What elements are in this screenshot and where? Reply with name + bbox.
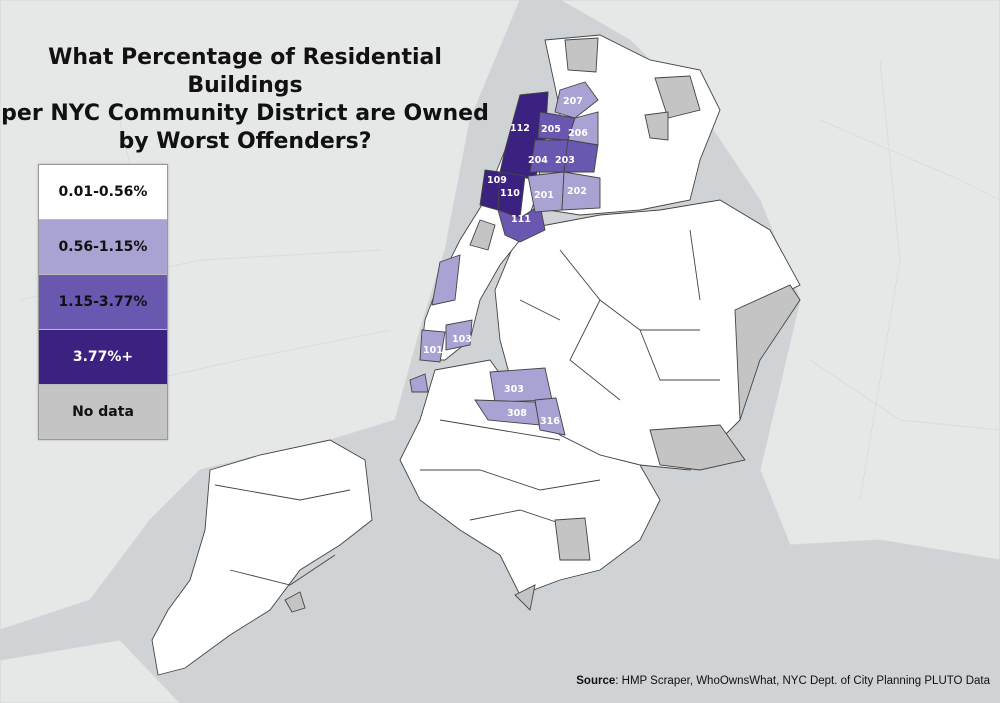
manhattan-nodata <box>469 219 496 251</box>
district-202 <box>561 171 601 211</box>
district-111 <box>497 204 546 243</box>
legend-item: 0.01-0.56% <box>39 165 167 220</box>
staten-island-district <box>151 439 373 676</box>
district-labels: 112 109 110 111 101 103 207 205 206 204 … <box>423 96 588 427</box>
queens-nodata-jfk <box>649 424 746 471</box>
label-316: 316 <box>540 416 560 427</box>
source-label: Source <box>576 675 616 687</box>
district-103 <box>445 319 473 351</box>
bronx-nodata-east <box>654 75 701 119</box>
bronx-nodata-north <box>564 37 599 73</box>
map-title: What Percentage of Residential Buildings… <box>0 44 490 156</box>
legend-item: 1.15-3.77% <box>39 275 167 330</box>
label-204: 204 <box>528 155 548 166</box>
district-207 <box>554 81 599 119</box>
label-111: 111 <box>511 214 531 225</box>
label-201: 201 <box>534 190 554 201</box>
district-203 <box>563 139 599 173</box>
staten-island-nodata <box>284 591 306 613</box>
staten-island-district-line-2 <box>229 554 336 586</box>
label-202: 202 <box>567 186 587 197</box>
label-206: 206 <box>568 128 588 139</box>
governors-island <box>409 373 429 393</box>
label-110: 110 <box>500 188 520 199</box>
title-line-3: by Worst Offenders? <box>118 129 372 154</box>
source-text: : HMP Scraper, WhoOwnsWhat, NYC Dept. of… <box>615 675 990 687</box>
map-legend: 0.01-0.56% 0.56-1.15% 1.15-3.77% 3.77%+ … <box>38 164 168 440</box>
brooklyn-nodata <box>554 517 591 561</box>
manhattan <box>409 91 549 393</box>
district-101 <box>419 329 446 363</box>
legend-item: No data <box>39 385 167 439</box>
legend-item: 0.56-1.15% <box>39 220 167 275</box>
label-203: 203 <box>555 155 575 166</box>
label-101: 101 <box>423 345 443 356</box>
staten-island <box>151 439 373 676</box>
queens <box>494 199 801 471</box>
district-316 <box>534 397 566 436</box>
source-note: Source: HMP Scraper, WhoOwnsWhat, NYC De… <box>576 675 990 687</box>
label-112: 112 <box>510 123 530 134</box>
brooklyn <box>399 359 661 611</box>
label-109: 109 <box>487 175 507 186</box>
title-line-1: What Percentage of Residential Buildings <box>48 45 442 98</box>
queens-district-lines <box>519 229 720 401</box>
manhattan-midtown-purple <box>431 254 461 306</box>
bronx-districts <box>527 81 601 213</box>
queens-nodata-east <box>734 284 801 421</box>
label-103: 103 <box>452 334 472 345</box>
label-303: 303 <box>504 384 524 395</box>
title-line-2: per NYC Community District are Owned <box>1 101 489 126</box>
coney-nodata <box>514 584 536 611</box>
staten-island-district-line <box>214 484 351 501</box>
label-205: 205 <box>541 124 561 135</box>
label-308: 308 <box>507 408 527 419</box>
label-207: 207 <box>563 96 583 107</box>
bronx-nodata-park <box>644 111 669 141</box>
legend-item: 3.77%+ <box>39 330 167 385</box>
